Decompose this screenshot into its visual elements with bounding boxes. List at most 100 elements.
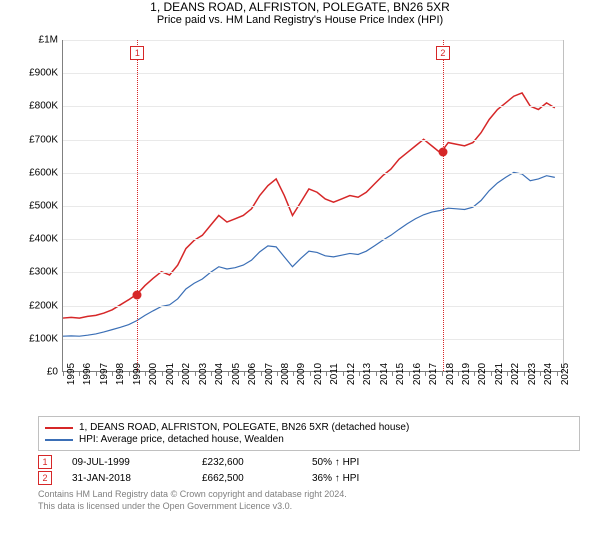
x-tick — [195, 371, 196, 376]
x-tick — [178, 371, 179, 376]
y-tick-label: £400K — [29, 234, 58, 245]
event-row: 1 09-JUL-1999 £232,600 50% ↑ HPI — [38, 455, 580, 469]
x-tick — [507, 371, 508, 376]
x-tick-label: 2009 — [296, 363, 307, 385]
x-tick-label: 2016 — [412, 363, 423, 385]
event-marker-point — [438, 148, 447, 157]
x-tick — [326, 371, 327, 376]
event-row-delta: 50% ↑ HPI — [312, 457, 359, 468]
y-tick-label: £900K — [29, 68, 58, 79]
x-tick-label: 2006 — [247, 363, 258, 385]
chart-container: 12 £0£100K£200K£300K£400K£500K£600K£700K… — [18, 32, 578, 410]
x-tick-label: 2022 — [510, 363, 521, 385]
x-tick-label: 2014 — [379, 363, 390, 385]
x-tick-label: 2001 — [165, 363, 176, 385]
x-tick-label: 2008 — [280, 363, 291, 385]
x-tick — [524, 371, 525, 376]
event-row-box: 2 — [38, 471, 52, 485]
y-tick-label: £800K — [29, 101, 58, 112]
x-tick-label: 2003 — [198, 363, 209, 385]
x-tick — [343, 371, 344, 376]
x-tick-label: 2005 — [231, 363, 242, 385]
x-tick — [228, 371, 229, 376]
event-row-price: £232,600 — [202, 457, 292, 468]
legend-label-hpi: HPI: Average price, detached house, Weal… — [79, 434, 284, 445]
x-tick — [112, 371, 113, 376]
x-tick — [277, 371, 278, 376]
events-table: 1 09-JUL-1999 £232,600 50% ↑ HPI 2 31-JAN-201… — [38, 455, 580, 485]
x-tick — [474, 371, 475, 376]
x-tick-label: 1997 — [99, 363, 110, 385]
x-tick — [211, 371, 212, 376]
x-tick — [261, 371, 262, 376]
x-tick-label: 2024 — [543, 363, 554, 385]
plot-area: 12 — [62, 40, 564, 372]
x-tick-label: 1995 — [66, 363, 77, 385]
legend-swatch-hpi — [45, 439, 73, 441]
x-tick — [63, 371, 64, 376]
event-row-date: 31-JAN-2018 — [72, 473, 182, 484]
x-tick — [409, 371, 410, 376]
y-tick-label: £100K — [29, 333, 58, 344]
x-tick-label: 2015 — [395, 363, 406, 385]
event-marker-box: 2 — [436, 46, 450, 60]
event-row-price: £662,500 — [202, 473, 292, 484]
legend: 1, DEANS ROAD, ALFRISTON, POLEGATE, BN26… — [38, 416, 580, 451]
x-tick-label: 2004 — [214, 363, 225, 385]
x-tick — [244, 371, 245, 376]
event-row-box: 1 — [38, 455, 52, 469]
x-tick — [162, 371, 163, 376]
y-tick-label: £0 — [47, 367, 58, 378]
x-tick-label: 2019 — [461, 363, 472, 385]
y-tick-label: £500K — [29, 201, 58, 212]
y-tick-label: £600K — [29, 167, 58, 178]
event-marker-box: 1 — [130, 46, 144, 60]
x-tick-label: 2011 — [329, 363, 340, 385]
x-tick — [376, 371, 377, 376]
x-tick — [293, 371, 294, 376]
chart-subtitle: Price paid vs. HM Land Registry's House … — [0, 14, 600, 26]
x-tick — [557, 371, 558, 376]
legend-label-property: 1, DEANS ROAD, ALFRISTON, POLEGATE, BN26… — [79, 422, 409, 433]
x-tick-label: 2013 — [362, 363, 373, 385]
x-tick-label: 1996 — [82, 363, 93, 385]
x-tick — [359, 371, 360, 376]
x-tick — [540, 371, 541, 376]
y-tick-label: £300K — [29, 267, 58, 278]
x-tick — [96, 371, 97, 376]
x-tick-label: 2000 — [148, 363, 159, 385]
x-tick — [129, 371, 130, 376]
event-row-date: 09-JUL-1999 — [72, 457, 182, 468]
legend-item-hpi: HPI: Average price, detached house, Weal… — [45, 434, 573, 445]
y-tick-label: £700K — [29, 134, 58, 145]
x-tick — [491, 371, 492, 376]
event-marker-point — [133, 290, 142, 299]
chart-title: 1, DEANS ROAD, ALFRISTON, POLEGATE, BN26… — [0, 0, 600, 14]
x-tick-label: 2020 — [477, 363, 488, 385]
x-tick — [79, 371, 80, 376]
x-tick-label: 2023 — [527, 363, 538, 385]
x-tick — [310, 371, 311, 376]
x-tick — [442, 371, 443, 376]
event-row-delta: 36% ↑ HPI — [312, 473, 359, 484]
x-tick-label: 2010 — [313, 363, 324, 385]
x-tick-label: 2017 — [428, 363, 439, 385]
x-tick-label: 2007 — [264, 363, 275, 385]
event-line — [137, 40, 138, 371]
footer-line2: This data is licensed under the Open Gov… — [38, 501, 580, 513]
legend-item-property: 1, DEANS ROAD, ALFRISTON, POLEGATE, BN26… — [45, 422, 573, 433]
x-tick-label: 2012 — [346, 363, 357, 385]
y-tick-label: £1M — [39, 35, 58, 46]
event-line — [443, 40, 444, 371]
footer-line1: Contains HM Land Registry data © Crown c… — [38, 489, 580, 501]
x-tick — [392, 371, 393, 376]
x-tick — [458, 371, 459, 376]
x-tick-label: 2025 — [560, 363, 571, 385]
x-tick-label: 1999 — [132, 363, 143, 385]
footer: Contains HM Land Registry data © Crown c… — [38, 489, 580, 512]
x-tick — [145, 371, 146, 376]
x-tick-label: 2018 — [445, 363, 456, 385]
legend-swatch-property — [45, 427, 73, 429]
x-tick-label: 2002 — [181, 363, 192, 385]
event-row: 2 31-JAN-2018 £662,500 36% ↑ HPI — [38, 471, 580, 485]
